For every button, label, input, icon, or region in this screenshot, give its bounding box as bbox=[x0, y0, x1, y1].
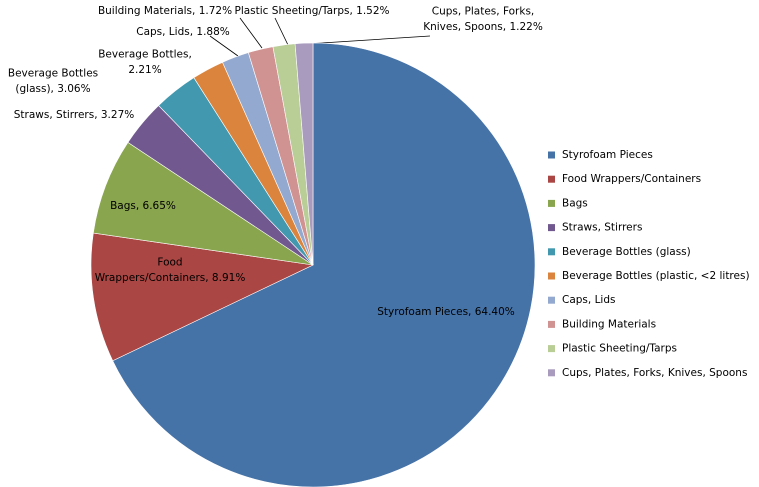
leader-lines bbox=[209, 17, 431, 57]
data-label: Bags, 6.65% bbox=[110, 200, 176, 212]
data-label: Straws, Stirrers, 3.27% bbox=[14, 109, 134, 121]
leader-line bbox=[209, 35, 239, 57]
data-label: Beverage Bottles (glass), 3.06% bbox=[8, 67, 98, 95]
data-label: Caps, Lids, 1.88% bbox=[136, 26, 230, 38]
data-label: Beverage Bottles, 2.21% bbox=[98, 48, 192, 76]
legend-marker bbox=[548, 345, 555, 353]
leader-line bbox=[239, 17, 263, 49]
legend-label: Caps, Lids bbox=[562, 294, 615, 306]
legend-label: Plastic Sheeting/Tarps bbox=[562, 343, 677, 355]
legend-marker bbox=[548, 272, 555, 280]
legend-label: Styrofoam Pieces bbox=[562, 149, 653, 161]
data-label: Food Wrappers/Containers, 8.91% bbox=[95, 256, 246, 284]
data-label: Plastic Sheeting/Tarps, 1.52% bbox=[234, 5, 389, 17]
legend-label: Cups, Plates, Forks, Knives, Spoons bbox=[562, 367, 747, 379]
legend-marker bbox=[548, 369, 555, 377]
legend-marker bbox=[548, 320, 555, 328]
pie-slice bbox=[294, 42, 314, 266]
data-label: Building Materials, 1.72% bbox=[98, 5, 232, 17]
data-label: Styrofoam Pieces, 64.40% bbox=[377, 306, 515, 318]
legend-label: Beverage Bottles (glass) bbox=[562, 246, 691, 258]
pie-slice bbox=[90, 232, 315, 362]
legend-marker bbox=[548, 296, 555, 304]
legend-marker bbox=[548, 175, 555, 183]
legend-marker bbox=[548, 199, 555, 207]
pie-slice bbox=[112, 42, 536, 487]
legend-label: Food Wrappers/Containers bbox=[562, 173, 701, 185]
legend-marker bbox=[548, 224, 555, 232]
legend-label: Bags bbox=[562, 197, 588, 209]
legend-label: Building Materials bbox=[562, 318, 656, 330]
data-label: Cups, Plates, Forks, Knives, Spoons, 1.22… bbox=[423, 5, 543, 33]
legend-marker bbox=[548, 151, 555, 159]
leader-line bbox=[305, 35, 431, 45]
legend-label: Beverage Bottles (plastic, <2 litres) bbox=[562, 270, 750, 282]
legend-marker bbox=[548, 248, 555, 256]
legend-label: Straws, Stirrers bbox=[562, 222, 642, 234]
leader-line bbox=[274, 17, 289, 46]
